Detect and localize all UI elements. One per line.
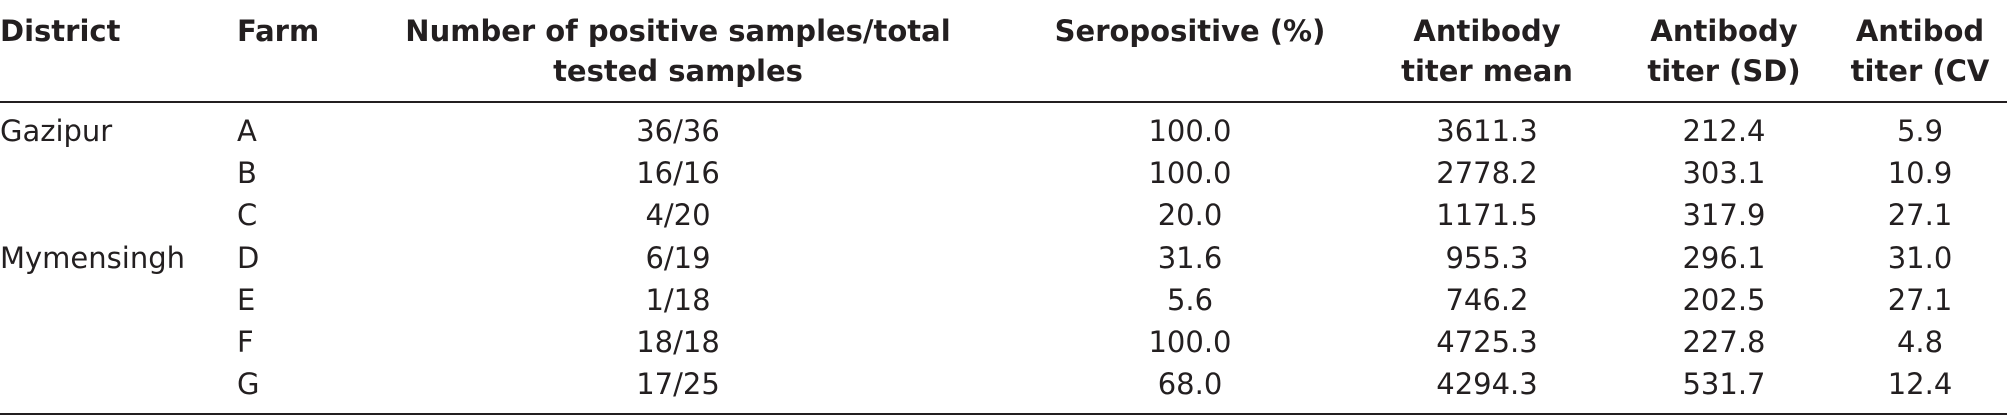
header-cell: Antibod: [1855, 14, 1985, 48]
header-cell: Antibody: [1413, 14, 1561, 48]
data-cell: 317.9: [1682, 198, 1766, 233]
header-cell: District: [0, 14, 121, 48]
data-cell: 100.0: [1148, 325, 1232, 359]
data-cell: 4294.3: [1436, 367, 1538, 402]
data-cell: 2778.2: [1436, 156, 1538, 191]
data-cell: 17/25: [636, 367, 720, 402]
data-cell: 955.3: [1445, 240, 1529, 275]
data-cell: 303.1: [1682, 156, 1766, 191]
district-cell: Mymensingh: [0, 240, 185, 275]
data-cell: B: [237, 156, 257, 191]
data-cell: 27.1: [1887, 198, 1953, 233]
data-cell: 5.9: [1896, 114, 1944, 148]
header-cell: titer (CV: [1850, 54, 1990, 88]
header-cell: titer (SD): [1647, 54, 1801, 88]
data-cell: 1/18: [645, 282, 711, 317]
header-rule: [0, 101, 2007, 103]
data-cell: 202.5: [1682, 282, 1766, 317]
data-cell: C: [237, 198, 258, 233]
data-cell: 31.6: [1157, 240, 1223, 275]
data-cell: 4.8: [1896, 325, 1944, 359]
header-cell: Number of positive samples/total: [405, 14, 951, 48]
district-cell: Gazipur: [0, 114, 113, 148]
data-cell: 100.0: [1148, 114, 1232, 148]
header-cell: titer mean: [1401, 54, 1573, 88]
data-cell: 68.0: [1157, 367, 1223, 402]
data-cell: D: [237, 240, 260, 275]
data-cell: E: [237, 282, 256, 317]
header-cell: Farm: [237, 14, 320, 48]
header-cell: Antibody: [1650, 14, 1798, 48]
data-cell: 212.4: [1682, 114, 1766, 148]
data-cell: 227.8: [1682, 325, 1766, 359]
data-cell: 36/36: [636, 114, 720, 148]
data-cell: 16/16: [636, 156, 720, 191]
data-cell: F: [237, 325, 254, 359]
data-cell: 20.0: [1157, 198, 1223, 233]
data-cell: 4725.3: [1436, 325, 1538, 359]
bottom-rule: [0, 413, 2007, 415]
data-cell: 5.6: [1166, 282, 1214, 317]
data-cell: 296.1: [1682, 240, 1766, 275]
data-cell: 31.0: [1887, 240, 1953, 275]
header-cell: tested samples: [553, 54, 803, 88]
data-cell: G: [237, 367, 260, 402]
header-cell: Seropositive (%): [1054, 14, 1326, 48]
data-cell: 27.1: [1887, 282, 1953, 317]
data-cell: 746.2: [1445, 282, 1529, 317]
data-cell: 531.7: [1682, 367, 1766, 402]
data-cell: A: [237, 114, 257, 148]
data-cell: 1171.5: [1436, 198, 1538, 233]
data-cell: 10.9: [1887, 156, 1953, 191]
data-cell: 4/20: [645, 198, 711, 233]
data-cell: 18/18: [636, 325, 720, 359]
data-cell: 100.0: [1148, 156, 1232, 191]
data-cell: 3611.3: [1436, 114, 1538, 148]
data-cell: 6/19: [645, 240, 711, 275]
data-cell: 12.4: [1887, 367, 1953, 402]
